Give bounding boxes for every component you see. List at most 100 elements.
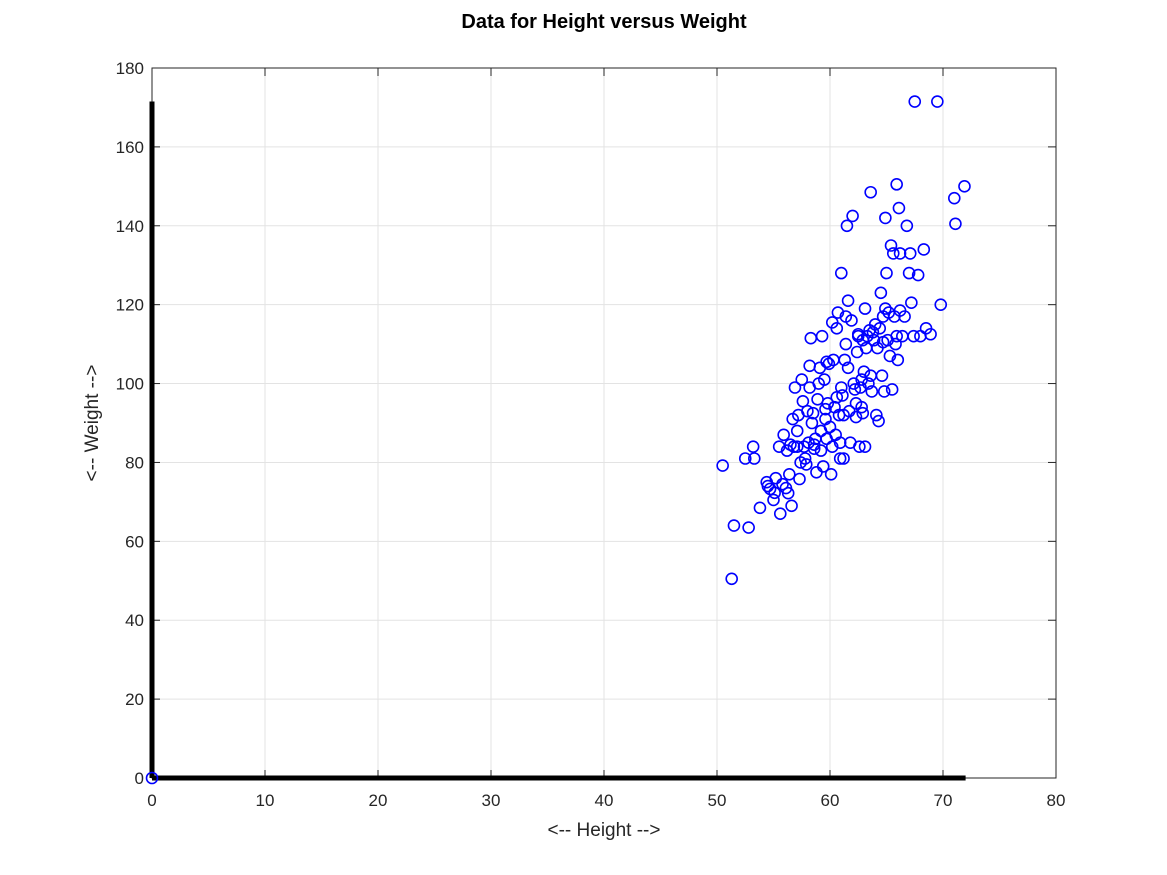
y-tick-label: 80: [125, 453, 144, 472]
scatter-point: [890, 329, 903, 343]
scatter-point: [831, 306, 845, 319]
chart-title: Data for Height versus Weight: [461, 11, 747, 33]
y-tick-label: 120: [116, 296, 144, 315]
scatter-point: [825, 440, 839, 453]
x-tick-label: 60: [821, 791, 840, 810]
y-tick-label: 40: [125, 611, 144, 630]
scatter-point: [879, 211, 892, 225]
scatter-point: [824, 467, 838, 481]
grid-lines: [151, 67, 1057, 779]
scatter-point: [841, 361, 855, 375]
scatter-point: [801, 404, 814, 418]
scatter-point: [884, 239, 898, 252]
scatter-point: [858, 302, 872, 315]
y-tick-label: 180: [116, 59, 144, 78]
x-tick-label: 70: [934, 791, 953, 810]
scatter-point: [788, 381, 802, 394]
scatter-point: [742, 521, 755, 534]
scatter-point: [767, 493, 780, 507]
scatter-point: [790, 424, 804, 438]
scatter-point: [902, 266, 916, 280]
scatter-point: [879, 302, 892, 315]
scatter-point: [893, 304, 907, 317]
scatter-point: [839, 310, 853, 323]
scatter-point: [876, 335, 890, 349]
scatter-point: [753, 501, 767, 515]
scatter-point: [841, 294, 855, 308]
scatter-point: [768, 486, 781, 500]
scatter-point: [867, 333, 881, 347]
scatter-point: [738, 452, 752, 465]
scatter-point: [905, 296, 918, 309]
y-tick-label: 0: [135, 769, 144, 788]
scatter-point: [819, 402, 832, 416]
scatter-point: [145, 771, 159, 785]
scatter-point: [874, 286, 888, 300]
x-tick-label: 80: [1047, 791, 1066, 810]
scatter-point: [830, 391, 844, 404]
scatter-point: [777, 428, 790, 442]
scatter-point: [793, 472, 806, 486]
scatter-point: [847, 377, 861, 390]
scatter-point: [886, 247, 900, 260]
x-tick-label: 40: [595, 791, 614, 810]
scatter-point: [857, 365, 871, 379]
scatter-point: [889, 337, 902, 351]
x-tick-label: 50: [708, 791, 727, 810]
scatter-point: [891, 353, 905, 367]
scatter-point: [958, 180, 971, 193]
scatter-point: [873, 322, 887, 335]
y-tick-label: 140: [116, 217, 144, 236]
scatter-point: [866, 325, 880, 339]
scatter-point: [949, 217, 962, 231]
scatter-point: [795, 373, 809, 386]
scatter-point: [807, 438, 821, 451]
scatter-point: [834, 266, 848, 280]
scatter-point: [848, 383, 862, 396]
scatter-point: [799, 458, 813, 471]
scatter-point: [890, 178, 903, 191]
scatter-point: [725, 572, 738, 586]
scatter-point: [803, 381, 816, 394]
y-tick-label: 100: [116, 375, 144, 394]
scatter-point: [900, 219, 914, 233]
y-axis-label: <-- Weight -->: [82, 365, 103, 482]
scatter-point: [781, 486, 795, 500]
scatter-point: [947, 191, 961, 205]
y-tick-label: 60: [125, 532, 144, 551]
x-axis-label: <-- Height -->: [548, 820, 661, 841]
scatter-point: [858, 440, 872, 453]
x-tick-label: 20: [369, 791, 388, 810]
scatter-point: [924, 327, 937, 341]
scatter-point: [798, 452, 812, 465]
scatter-point: [773, 507, 787, 521]
scatter-point: [746, 440, 760, 453]
scatter-point: [816, 460, 830, 473]
scatter-point: [908, 95, 922, 108]
scatter-point: [820, 355, 833, 369]
scatter-point: [837, 452, 850, 465]
scatter-point: [885, 383, 899, 396]
scatter-point: [854, 381, 867, 394]
scatter-point: [840, 219, 854, 233]
scatter-point: [893, 247, 907, 260]
scatter-point: [872, 414, 885, 428]
scatter-point: [833, 436, 847, 450]
scatter-point: [864, 185, 877, 199]
scatter-point: [761, 479, 775, 493]
scatter-point: [853, 440, 866, 453]
scatter-point: [851, 327, 865, 341]
y-tick-label: 160: [116, 138, 144, 157]
scatter-point: [807, 442, 821, 455]
scatter-point: [870, 408, 883, 422]
scatter-point: [911, 268, 925, 282]
scatter-point: [907, 329, 920, 343]
scatter-point: [833, 452, 847, 465]
scatter-point: [856, 406, 870, 420]
scatter-point: [783, 467, 796, 481]
y-tick-label: 20: [125, 690, 144, 709]
scatter-point: [846, 209, 859, 223]
